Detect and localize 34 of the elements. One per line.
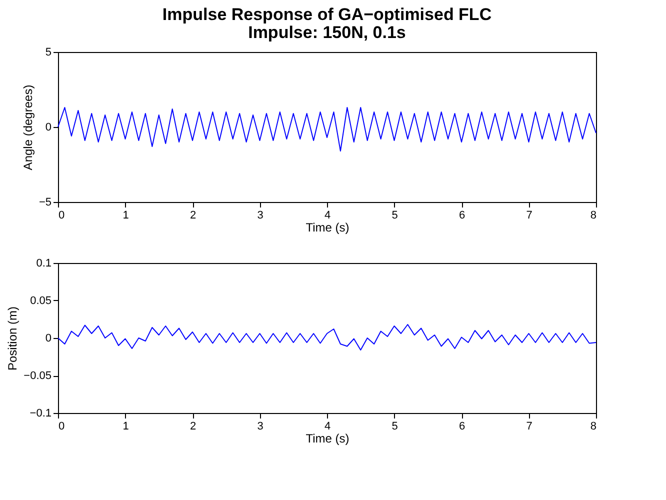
x-axis-title: Time (s) xyxy=(306,220,350,234)
y-tick-label: −5 xyxy=(38,196,52,208)
y-tick-label: −0.05 xyxy=(24,370,52,382)
y-tick-label: 0.1 xyxy=(36,258,52,270)
x-tick-label: 0 xyxy=(58,210,65,222)
x-tick-label: 5 xyxy=(392,420,398,432)
x-tick-label: 1 xyxy=(122,420,129,432)
y-tick-label: −0.1 xyxy=(30,408,52,420)
line-series xyxy=(58,324,596,350)
x-tick-label: 2 xyxy=(190,420,196,432)
x-tick-label: 6 xyxy=(458,210,466,222)
line-series xyxy=(58,107,596,152)
x-tick-label: 2 xyxy=(190,210,196,222)
x-tick-label: 4 xyxy=(324,210,331,222)
x-tick-label: 0 xyxy=(58,420,65,432)
x-tick-label: 1 xyxy=(122,210,129,222)
x-tick-label: 6 xyxy=(458,420,466,432)
y-tick-label: 5 xyxy=(45,46,52,58)
x-tick-label: 3 xyxy=(257,420,264,432)
x-tick-label: 8 xyxy=(590,420,596,432)
y-axis-title: Position (m) xyxy=(6,306,20,371)
x-tick-label: 7 xyxy=(526,420,532,432)
x-axis-title: Time (s) xyxy=(306,432,350,446)
y-tick-label: 0 xyxy=(45,332,52,344)
x-tick-label: 3 xyxy=(257,210,264,222)
x-tick-label: 8 xyxy=(590,210,596,222)
y-tick-label: 0 xyxy=(45,122,52,134)
y-axis-title: Angle (degrees) xyxy=(20,84,35,170)
chart-title: Impulse Response of GA−optimised FLC xyxy=(162,5,492,24)
x-tick-label: 4 xyxy=(324,420,331,432)
x-tick-label: 5 xyxy=(392,210,398,222)
y-tick-label: 0.05 xyxy=(30,295,52,307)
x-tick-label: 7 xyxy=(526,210,532,222)
chart-subtitle: Impulse: 150N, 0.1s xyxy=(248,23,406,42)
